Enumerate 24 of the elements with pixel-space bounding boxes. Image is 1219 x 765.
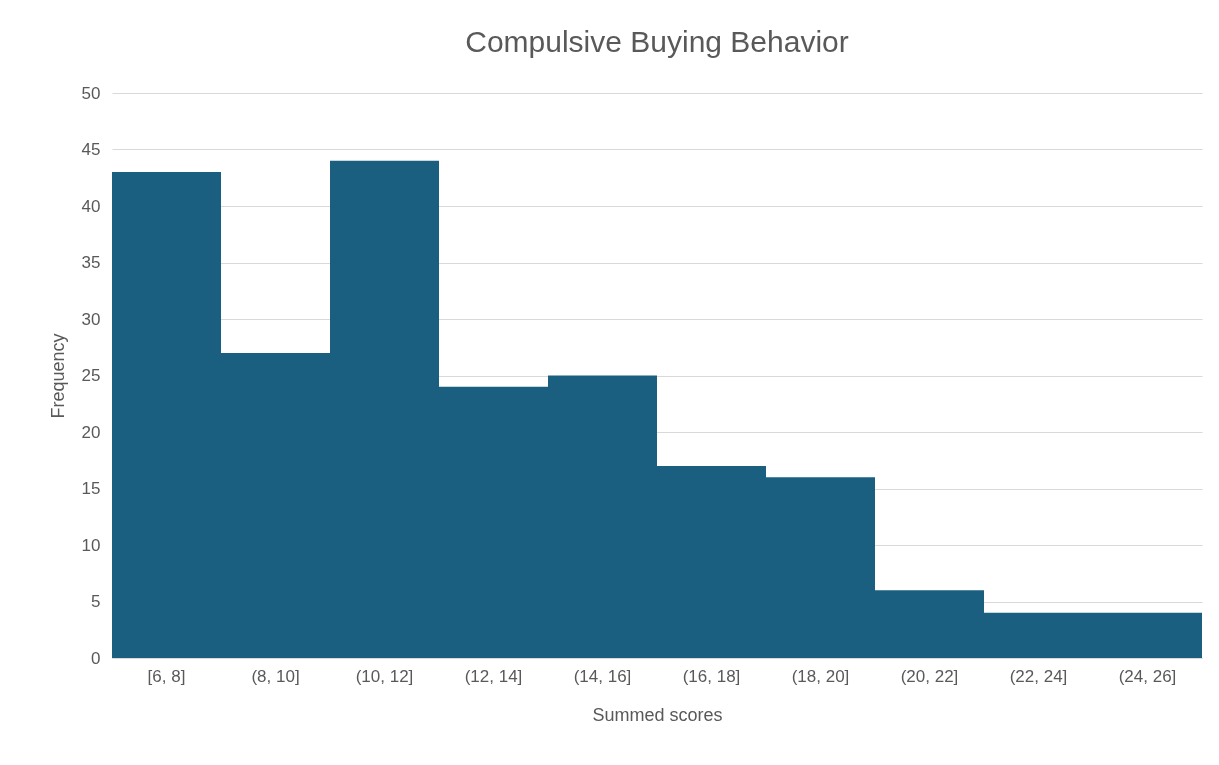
y-tick-label: 50 bbox=[81, 83, 101, 103]
x-tick-label: (12, 14] bbox=[464, 666, 523, 686]
x-tick-label: (16, 18] bbox=[682, 666, 741, 686]
y-tick-label: 0 bbox=[91, 648, 101, 668]
y-tick-label: 45 bbox=[81, 140, 101, 159]
y-tick-label: 40 bbox=[81, 196, 101, 216]
y-tick-label: 10 bbox=[81, 535, 101, 555]
y-tick-label: 20 bbox=[81, 422, 101, 442]
x-tick-label: (18, 20] bbox=[791, 666, 850, 686]
y-tick-label: 30 bbox=[81, 309, 101, 329]
x-tick-label: (24, 26] bbox=[1118, 666, 1177, 686]
y-tick-label: 35 bbox=[81, 253, 101, 272]
y-tick-label: 25 bbox=[81, 366, 101, 385]
chart-title: Compulsive Buying Behavior bbox=[465, 25, 849, 58]
y-axis-title: Frequency bbox=[47, 333, 68, 419]
x-tick-label: (14, 16] bbox=[573, 666, 632, 686]
x-axis-title: Summed scores bbox=[592, 704, 723, 725]
x-tick-label: (22, 24] bbox=[1009, 666, 1068, 686]
x-tick-label: (10, 12] bbox=[355, 666, 414, 686]
y-tick-label: 15 bbox=[81, 479, 101, 498]
y-tick-label: 5 bbox=[91, 592, 101, 611]
x-tick-label: (8, 10] bbox=[251, 666, 300, 686]
x-tick-label: [6, 8] bbox=[147, 666, 186, 686]
x-tick-label: (20, 22] bbox=[900, 666, 959, 686]
